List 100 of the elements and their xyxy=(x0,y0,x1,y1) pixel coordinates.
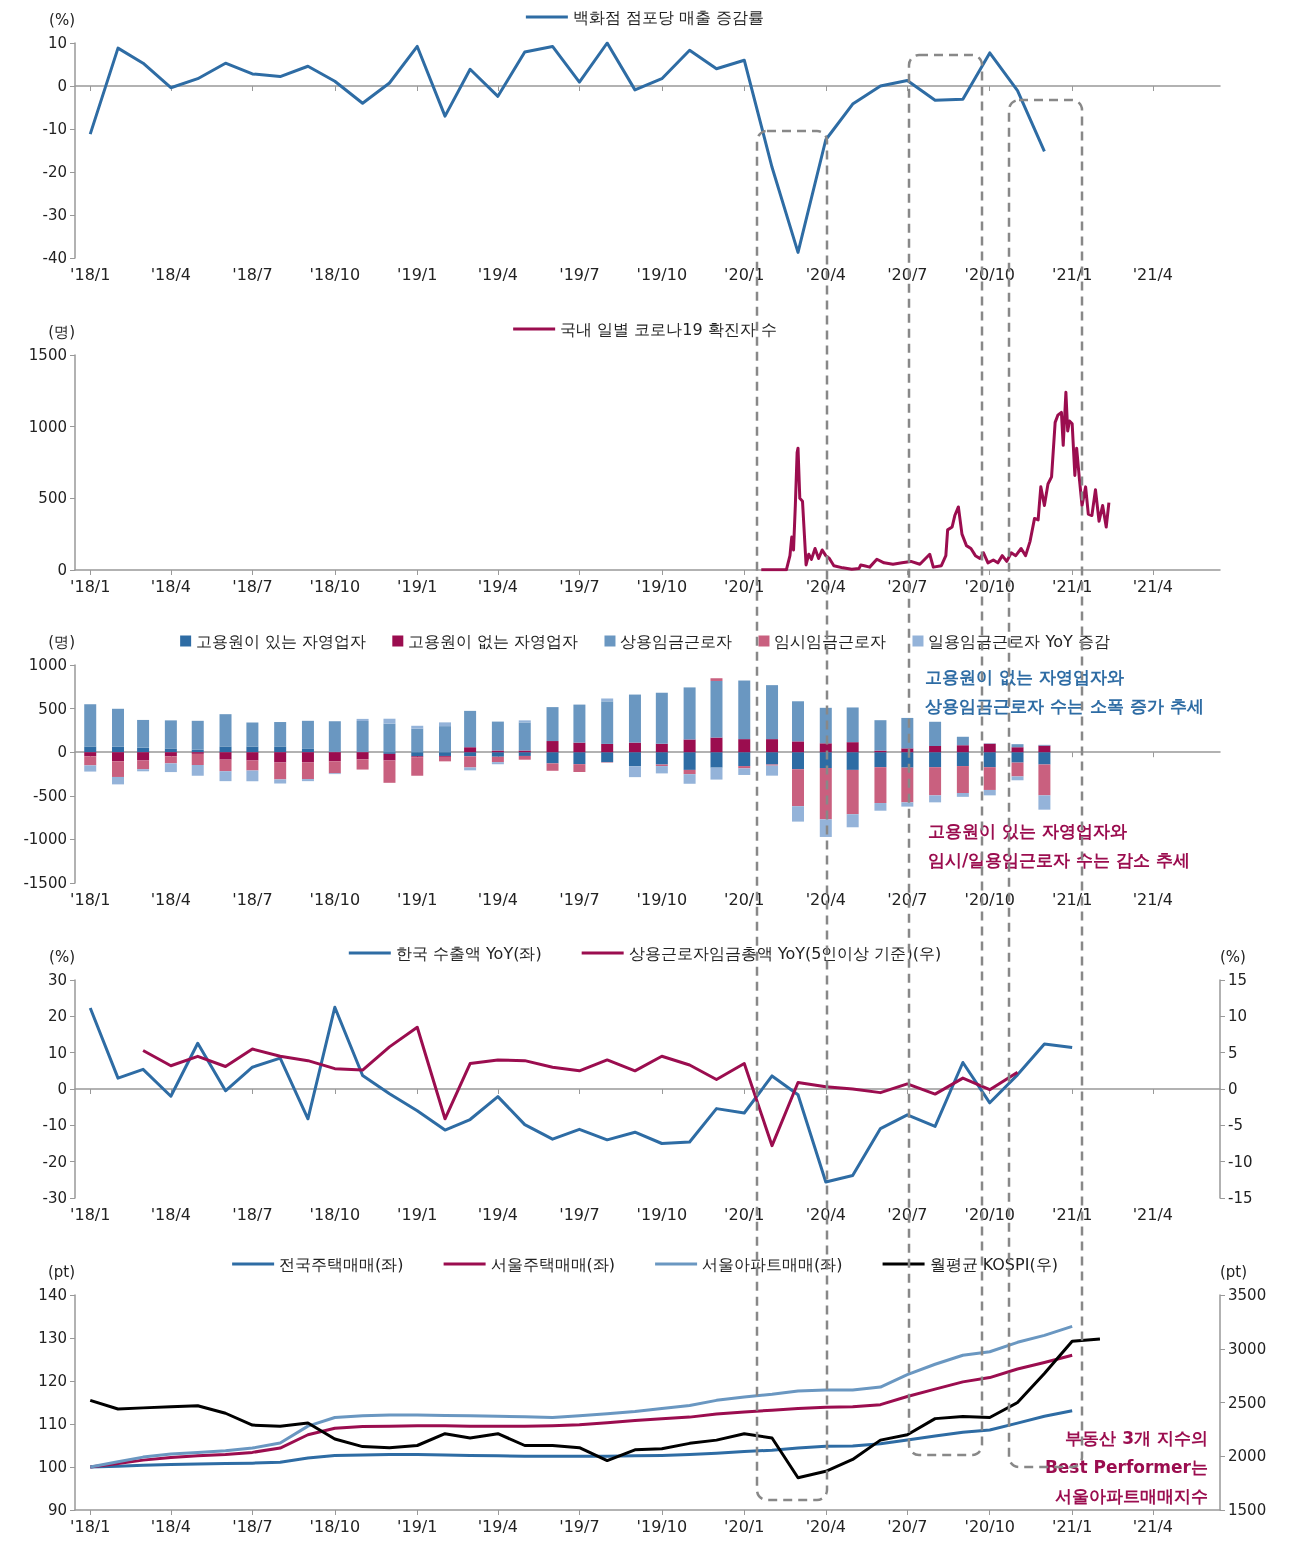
x-tick-label: '18/1 xyxy=(70,264,111,284)
y-tick-label: 0 xyxy=(57,1080,67,1098)
x-tick-label: '19/1 xyxy=(397,1204,438,1224)
x-tick-label: '18/1 xyxy=(70,1204,111,1224)
x-tick-label: '21/4 xyxy=(1132,264,1173,284)
x-tick-label: '19/1 xyxy=(397,1516,438,1536)
legend-label: 서울주택매매(좌) xyxy=(490,1254,616,1274)
x-tick-label: '21/4 xyxy=(1132,576,1173,596)
x-tick-label: '18/10 xyxy=(309,889,361,909)
x-tick-label: '18/7 xyxy=(232,576,273,596)
x-tick-label: '18/4 xyxy=(150,1516,192,1536)
y2-tick-label: -15 xyxy=(1228,1189,1253,1207)
y-tick-label: 100 xyxy=(38,1458,67,1476)
x-tick-label: '21/4 xyxy=(1132,889,1173,909)
legend-label: 백화점 점포당 매출 증감률 xyxy=(572,7,765,27)
y-tick-label: 0 xyxy=(57,743,67,762)
x-tick-label: '20/4 xyxy=(805,264,846,284)
x-tick-label: '20/10 xyxy=(964,1516,1015,1536)
y2-axis-title: (pt) xyxy=(1220,1262,1248,1281)
y-tick-label: 500 xyxy=(38,699,67,718)
y-tick-label: 90 xyxy=(47,1501,67,1519)
x-tick-label: '19/7 xyxy=(559,1516,600,1536)
y-tick-label: 20 xyxy=(47,1007,67,1026)
y-tick-label: -30 xyxy=(42,1189,67,1207)
y-tick-label: 110 xyxy=(38,1415,67,1433)
x-tick-label: '19/10 xyxy=(636,889,688,909)
y2-tick-label: 5 xyxy=(1228,1043,1238,1062)
x-tick-label: '19/7 xyxy=(559,1204,600,1224)
x-tick-label: '18/10 xyxy=(309,1204,361,1224)
x-tick-label: '19/7 xyxy=(559,576,600,596)
y-tick-label: -10 xyxy=(42,120,67,138)
x-tick-label: '18/4 xyxy=(150,889,192,909)
x-tick-label: '20/1 xyxy=(724,1516,765,1536)
y-tick-label: 0 xyxy=(57,561,67,579)
legend-label: 서울아파트매매(좌) xyxy=(702,1254,843,1274)
legend-label: 전국주택매매(좌) xyxy=(279,1254,404,1274)
x-tick-label: '19/10 xyxy=(636,1204,688,1224)
x-tick-label: '18/7 xyxy=(232,1204,273,1224)
x-tick-label: '19/10 xyxy=(636,1516,688,1536)
y2-tick-label: 0 xyxy=(1228,1080,1238,1098)
legend-label: 임시임금근로자 xyxy=(774,631,887,651)
x-tick-label: '19/7 xyxy=(559,889,600,909)
y-tick-label: 30 xyxy=(47,971,67,989)
y-tick-label: 0 xyxy=(57,77,67,95)
y2-tick-label: 1500 xyxy=(1228,1501,1267,1519)
y-axis-title: (명) xyxy=(48,322,75,341)
y-tick-label: 1000 xyxy=(28,417,67,436)
x-tick-label: '18/1 xyxy=(70,576,111,596)
x-tick-label: '21/1 xyxy=(1052,576,1093,596)
y2-tick-label: 2000 xyxy=(1228,1447,1267,1466)
x-tick-label: '19/10 xyxy=(636,576,688,596)
x-tick-label: '20/4 xyxy=(805,1516,846,1536)
y-tick-label: 140 xyxy=(38,1286,67,1304)
x-tick-label: '19/4 xyxy=(477,1516,519,1536)
x-tick-label: '20/7 xyxy=(887,1516,928,1536)
legend-label: 월평균 KOSPI(우) xyxy=(929,1254,1058,1274)
x-tick-label: '18/4 xyxy=(150,576,192,596)
x-tick-label: '20/4 xyxy=(805,889,846,909)
x-tick-label: '20/1 xyxy=(724,889,765,909)
legend-label: 한국 수출액 YoY(좌) xyxy=(395,943,542,963)
y-tick-label: 130 xyxy=(38,1329,67,1347)
x-tick-label: '21/1 xyxy=(1052,889,1093,909)
x-tick-label: '20/4 xyxy=(805,1204,846,1224)
y-tick-label: 10 xyxy=(47,34,67,52)
x-tick-label: '21/1 xyxy=(1052,1516,1093,1536)
x-tick-label: '19/4 xyxy=(477,264,519,284)
x-tick-label: '18/1 xyxy=(70,1516,111,1536)
y-tick-label: 120 xyxy=(38,1372,67,1390)
legend-label: 상용임금근로자 xyxy=(620,631,733,651)
x-tick-label: '20/1 xyxy=(724,264,765,284)
y-tick-label: -40 xyxy=(42,249,67,267)
x-tick-label: '19/1 xyxy=(397,264,438,284)
y-tick-label: -1000 xyxy=(23,830,67,849)
y-tick-label: -30 xyxy=(42,206,67,224)
x-tick-label: '18/4 xyxy=(150,1204,192,1224)
x-tick-label: '21/4 xyxy=(1132,1204,1173,1224)
x-tick-label: '19/1 xyxy=(397,576,438,596)
x-tick-label: '19/4 xyxy=(477,576,519,596)
y-axis-title: (%) xyxy=(49,947,75,966)
x-tick-label: '18/7 xyxy=(232,1516,273,1536)
y2-tick-label: 15 xyxy=(1228,971,1248,989)
legend-label: 고용원이 없는 자영업자 xyxy=(408,631,579,651)
y2-tick-label: 3500 xyxy=(1228,1286,1267,1304)
x-tick-label: '19/7 xyxy=(559,264,600,284)
legend-label: 상용근로자임금총액 YoY(5인이상 기준)(우) xyxy=(628,943,942,963)
x-tick-label: '20/1 xyxy=(724,1204,765,1224)
y-tick-label: 1500 xyxy=(28,346,67,364)
y-tick-label: -10 xyxy=(42,1116,67,1135)
x-tick-label: '19/4 xyxy=(477,889,519,909)
y-tick-label: -1500 xyxy=(23,874,67,892)
x-tick-label: '18/4 xyxy=(150,264,192,284)
x-tick-label: '18/1 xyxy=(70,889,111,909)
y-axis-title: (pt) xyxy=(47,1262,75,1281)
y2-tick-label: 2500 xyxy=(1228,1393,1267,1412)
legend-label: 국내 일별 코로나19 확진자 수 xyxy=(560,319,777,339)
x-tick-label: '18/7 xyxy=(232,889,273,909)
x-tick-label: '19/4 xyxy=(477,1204,519,1224)
y2-axis-title: (%) xyxy=(1220,947,1246,966)
x-tick-label: '21/1 xyxy=(1052,1204,1093,1224)
legend-label: 고용원이 있는 자영업자 xyxy=(196,631,367,651)
